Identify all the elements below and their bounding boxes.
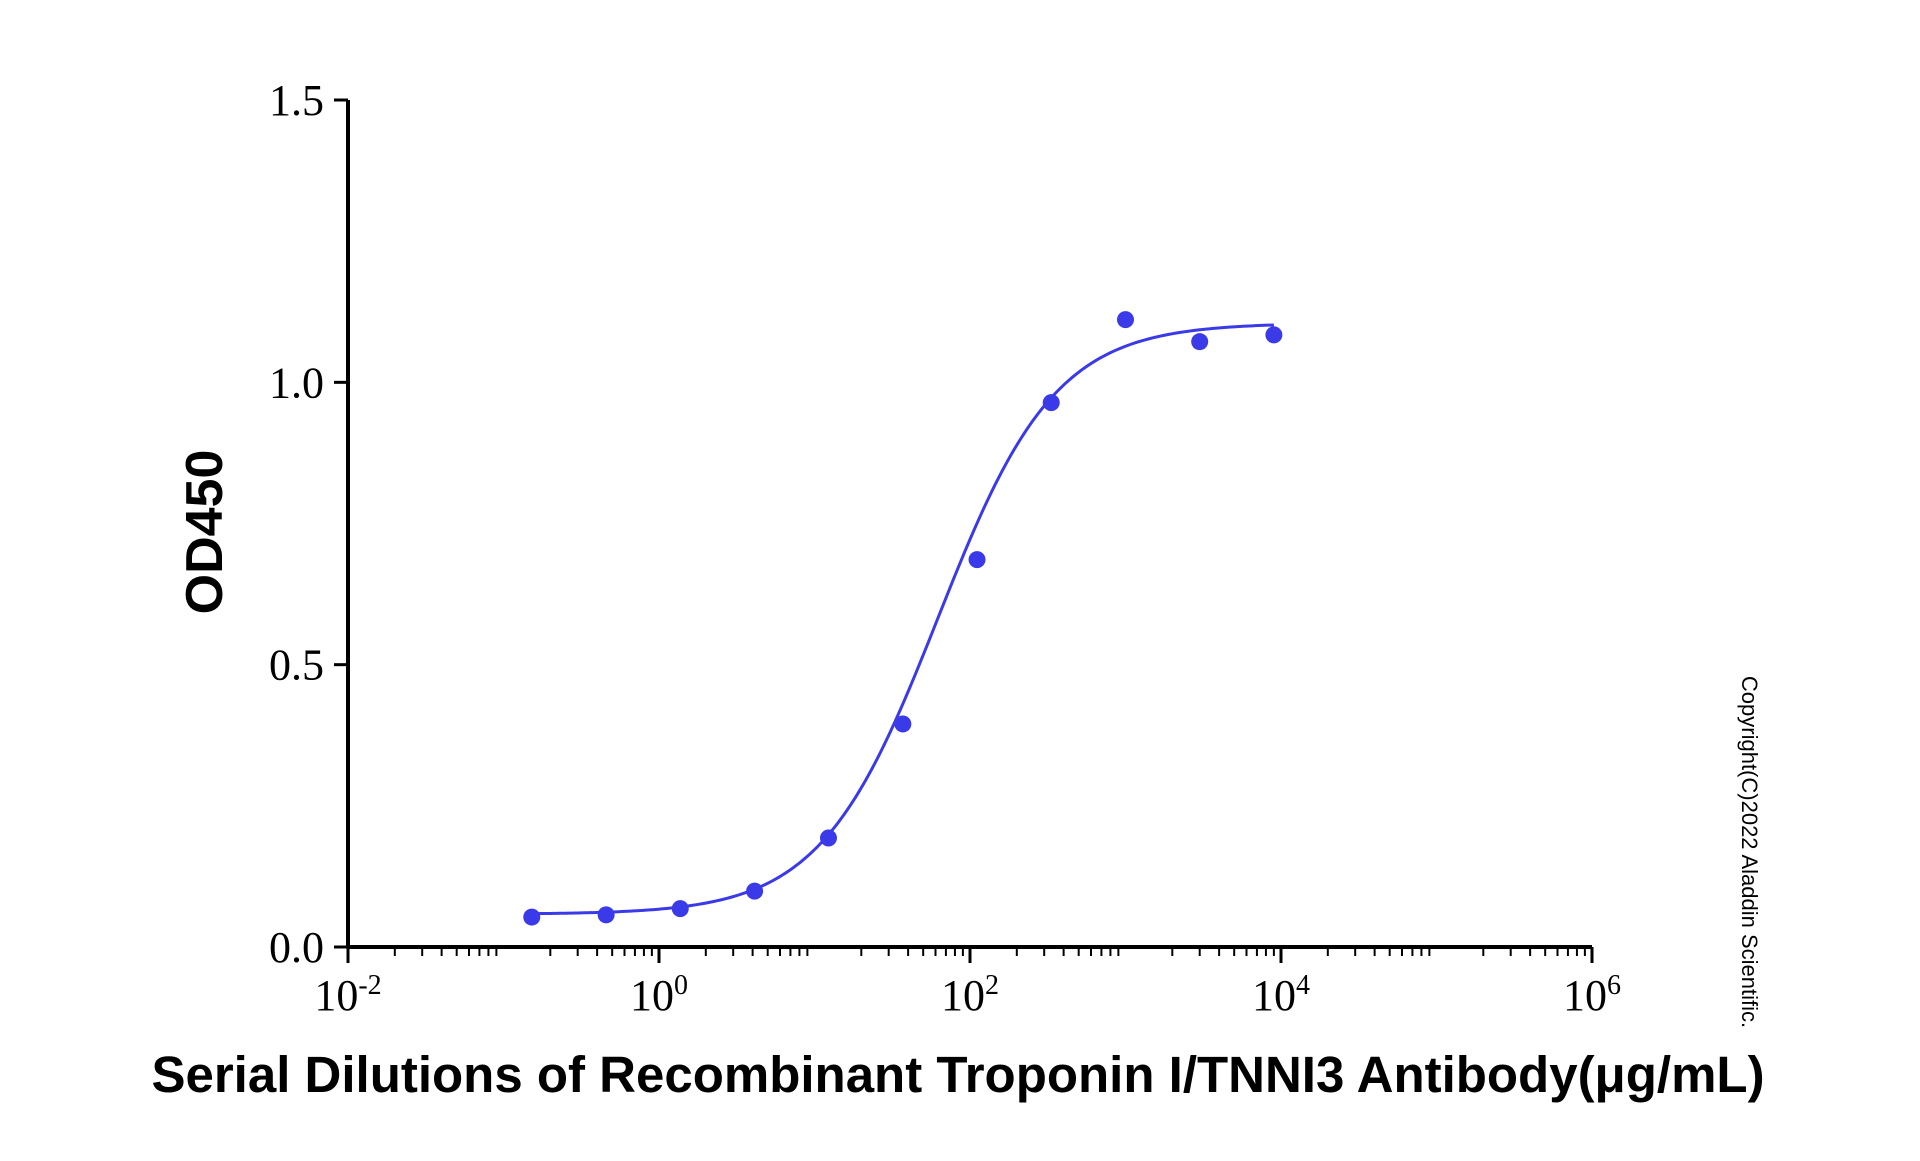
y-tick-label: 1.5 [269, 76, 324, 125]
fit-curve [531, 323, 1274, 916]
data-point-8 [1042, 394, 1060, 412]
axes [334, 98, 1594, 963]
data-point-2 [597, 906, 615, 924]
x-tick-label: 100 [630, 970, 688, 1020]
y-tick-label: 1.0 [269, 358, 324, 407]
data-point-6 [894, 715, 912, 733]
y-tick-label: 0.0 [269, 923, 324, 972]
data-point-4 [746, 882, 764, 900]
tick-labels: 0.0 0.5 1.0 1.5 10-2 100 102 104 106 [269, 76, 1621, 1020]
x-tick-label: 104 [1252, 970, 1310, 1020]
x-axis-title: Serial Dilutions of Recombinant Troponin… [151, 1046, 1764, 1103]
y-axis-title: OD450 [176, 450, 234, 615]
x-tick-label: 106 [1563, 970, 1621, 1020]
y-tick-label: 0.5 [269, 641, 324, 690]
x-tick-label: 10-2 [314, 970, 381, 1020]
data-point-1 [523, 908, 541, 926]
fit-curve-layer [531, 323, 1274, 916]
copyright-text: Copyright(C)2022 Aladdin Scientific. [1737, 676, 1762, 1028]
data-point-7 [968, 551, 986, 569]
data-points-layer [523, 311, 1283, 926]
data-point-9 [1117, 311, 1134, 329]
data-point-5 [819, 829, 837, 847]
data-point-3 [671, 900, 689, 918]
x-tick-label: 102 [941, 970, 999, 1020]
data-point-11 [1265, 326, 1283, 344]
data-point-10 [1191, 333, 1209, 351]
